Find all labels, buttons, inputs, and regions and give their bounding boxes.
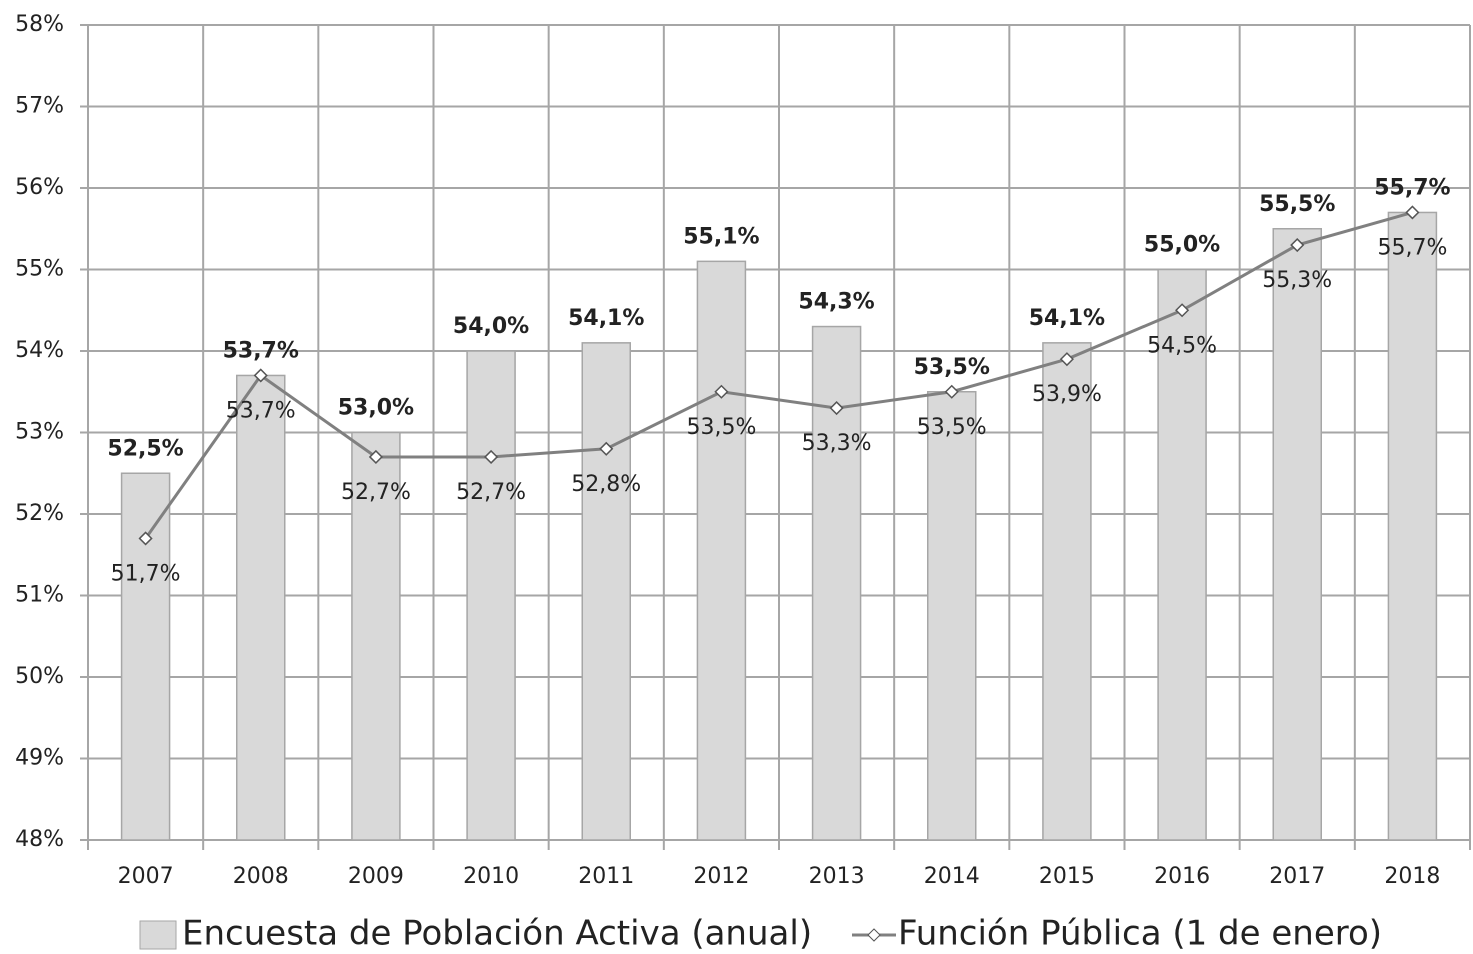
marker bbox=[714, 384, 729, 399]
line-value-label: 55,7% bbox=[1377, 235, 1447, 260]
bar-value-label: 53,5% bbox=[914, 355, 990, 380]
x-tick-label: 2011 bbox=[578, 864, 634, 889]
marker bbox=[599, 441, 614, 456]
line-value-label: 52,8% bbox=[571, 472, 641, 497]
bar-value-label: 54,1% bbox=[568, 306, 644, 331]
y-tick-label: 58% bbox=[15, 12, 64, 37]
marker bbox=[1290, 237, 1305, 253]
line-value-label: 51,7% bbox=[111, 561, 181, 586]
line-value-label: 52,7% bbox=[456, 480, 526, 505]
marker bbox=[368, 449, 383, 465]
bar-value-label: 55,1% bbox=[683, 224, 759, 249]
x-tick-label: 2016 bbox=[1154, 864, 1210, 889]
bar bbox=[1042, 342, 1092, 841]
x-tick-label: 2012 bbox=[693, 864, 749, 889]
x-tick-label: 2009 bbox=[348, 864, 404, 889]
x-tick-label: 2013 bbox=[809, 864, 865, 889]
bar bbox=[927, 391, 977, 841]
bar bbox=[1387, 211, 1438, 841]
bar bbox=[120, 472, 171, 841]
marker bbox=[1175, 303, 1190, 318]
x-tick-label: 2018 bbox=[1384, 864, 1440, 889]
y-tick-label: 50% bbox=[15, 664, 64, 689]
y-tick-label: 52% bbox=[15, 501, 64, 526]
y-tick-label: 51% bbox=[15, 583, 64, 608]
line-value-label: 55,3% bbox=[1262, 268, 1332, 293]
marker bbox=[1059, 352, 1074, 367]
bar-value-label: 54,1% bbox=[1029, 306, 1105, 331]
bar-value-label: 53,0% bbox=[338, 396, 414, 421]
legend-swatch bbox=[139, 920, 177, 950]
y-tick-label: 49% bbox=[15, 746, 64, 771]
bar-value-label: 54,0% bbox=[453, 314, 529, 339]
bar bbox=[696, 260, 747, 841]
line-value-label: 53,3% bbox=[802, 431, 872, 456]
line-value-label: 52,7% bbox=[341, 480, 411, 505]
y-tick-label: 54% bbox=[15, 338, 64, 363]
line-value-label: 53,5% bbox=[686, 415, 756, 440]
legend-label: Encuesta de Población Activa (anual) bbox=[182, 914, 812, 954]
bar bbox=[1157, 268, 1207, 841]
y-tick-label: 48% bbox=[15, 827, 64, 852]
marker bbox=[944, 384, 959, 399]
bar bbox=[581, 342, 631, 841]
bar-value-label: 54,3% bbox=[798, 290, 874, 315]
bar-value-label: 55,0% bbox=[1144, 233, 1220, 258]
x-tick-label: 2015 bbox=[1039, 864, 1095, 889]
marker bbox=[484, 449, 499, 465]
x-tick-label: 2014 bbox=[924, 864, 980, 889]
marker bbox=[829, 400, 844, 416]
line-value-label: 53,7% bbox=[226, 398, 296, 423]
bar-value-label: 53,7% bbox=[223, 338, 299, 363]
bar-value-label: 52,5% bbox=[107, 436, 183, 461]
legend-label: Función Pública (1 de enero) bbox=[898, 914, 1382, 954]
bar-value-label: 55,7% bbox=[1374, 175, 1450, 200]
x-tick-label: 2017 bbox=[1269, 864, 1325, 889]
marker bbox=[138, 531, 153, 546]
y-tick-label: 57% bbox=[15, 94, 64, 119]
bar bbox=[1272, 228, 1322, 841]
line bbox=[144, 211, 1413, 540]
line-value-label: 53,9% bbox=[1032, 382, 1102, 407]
bar bbox=[351, 431, 401, 841]
y-tick-label: 53% bbox=[15, 420, 64, 445]
bar bbox=[466, 350, 516, 841]
x-tick-label: 2008 bbox=[233, 864, 289, 889]
x-tick-label: 2007 bbox=[118, 864, 174, 889]
line-value-label: 54,5% bbox=[1147, 333, 1217, 358]
y-tick-label: 55% bbox=[15, 257, 64, 282]
bar-value-label: 55,5% bbox=[1259, 192, 1335, 217]
marker bbox=[1405, 205, 1420, 220]
y-tick-label: 56% bbox=[15, 175, 64, 200]
legend-marker bbox=[867, 928, 881, 942]
x-tick-label: 2010 bbox=[463, 864, 519, 889]
marker bbox=[253, 368, 268, 383]
line-value-label: 53,5% bbox=[917, 415, 987, 440]
bar bbox=[236, 374, 286, 841]
